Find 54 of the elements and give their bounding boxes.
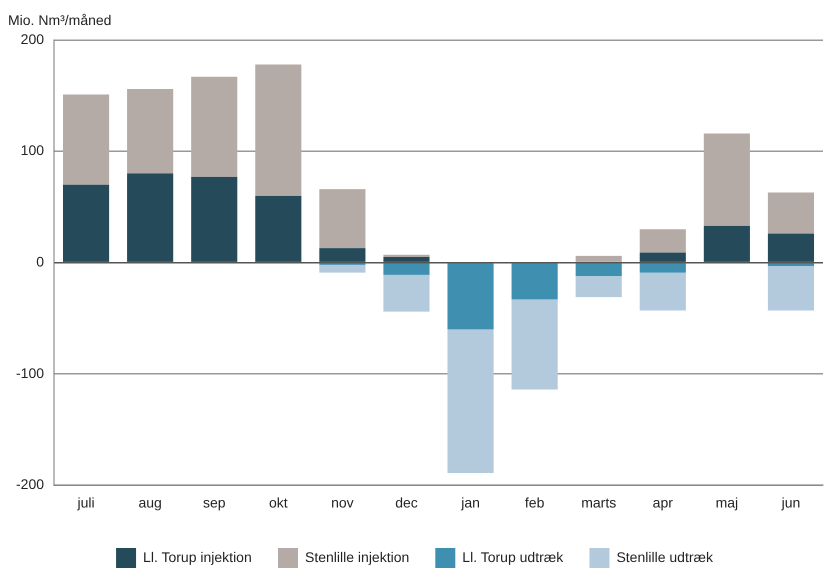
bar bbox=[704, 133, 750, 226]
bar bbox=[768, 234, 814, 262]
bar bbox=[640, 272, 686, 310]
y-tick-label: -200 bbox=[16, 476, 44, 492]
bar bbox=[127, 174, 174, 262]
y-tick-label: 100 bbox=[20, 142, 44, 158]
bar bbox=[383, 274, 430, 312]
bar bbox=[512, 299, 558, 390]
bar bbox=[447, 329, 494, 473]
legend-label: Stenlille udtræk bbox=[616, 548, 714, 565]
bar bbox=[704, 226, 750, 262]
bar bbox=[768, 192, 814, 234]
y-tick-label: 200 bbox=[20, 30, 44, 47]
x-tick-label: dec bbox=[395, 494, 418, 510]
bar bbox=[319, 248, 366, 262]
y-tick-label: -100 bbox=[16, 364, 44, 381]
x-tick-label: jan bbox=[460, 494, 480, 510]
legend-label: Stenlille injektion bbox=[305, 548, 410, 565]
x-tick-label: aug bbox=[138, 494, 162, 510]
bar bbox=[576, 256, 622, 262]
legend-label: Ll. Torup injektion bbox=[143, 548, 252, 565]
legend-label: Ll. Torup udtræk bbox=[462, 548, 564, 565]
bar bbox=[255, 64, 302, 196]
bar bbox=[768, 266, 814, 310]
x-tick-label: juli bbox=[76, 494, 95, 510]
bar bbox=[383, 257, 430, 262]
bar bbox=[62, 94, 110, 185]
x-tick-label: sep bbox=[202, 494, 226, 510]
bar bbox=[640, 252, 686, 262]
bar bbox=[383, 254, 430, 258]
bar bbox=[768, 263, 814, 266]
bar bbox=[640, 229, 686, 253]
bar bbox=[640, 263, 686, 273]
bar bbox=[62, 184, 110, 262]
x-tick-label: feb bbox=[524, 494, 545, 510]
bar bbox=[447, 263, 494, 330]
y-axis-title: Mio. Nm³/måned bbox=[8, 12, 112, 28]
bar bbox=[319, 189, 366, 248]
y-tick-label: 0 bbox=[36, 253, 44, 270]
bar bbox=[576, 263, 622, 276]
x-tick-label: marts bbox=[581, 494, 616, 510]
x-tick-label: nov bbox=[331, 494, 354, 510]
bar bbox=[191, 76, 238, 177]
x-tick-label: apr bbox=[652, 494, 674, 510]
bar bbox=[127, 88, 174, 174]
x-tick-label: jun bbox=[780, 494, 800, 510]
bar bbox=[319, 264, 366, 273]
bar bbox=[191, 176, 238, 262]
bar bbox=[383, 263, 430, 275]
bar bbox=[576, 276, 622, 298]
bar bbox=[255, 196, 302, 262]
x-tick-label: okt bbox=[268, 494, 288, 510]
bar bbox=[512, 263, 558, 300]
x-tick-label: maj bbox=[716, 494, 738, 510]
